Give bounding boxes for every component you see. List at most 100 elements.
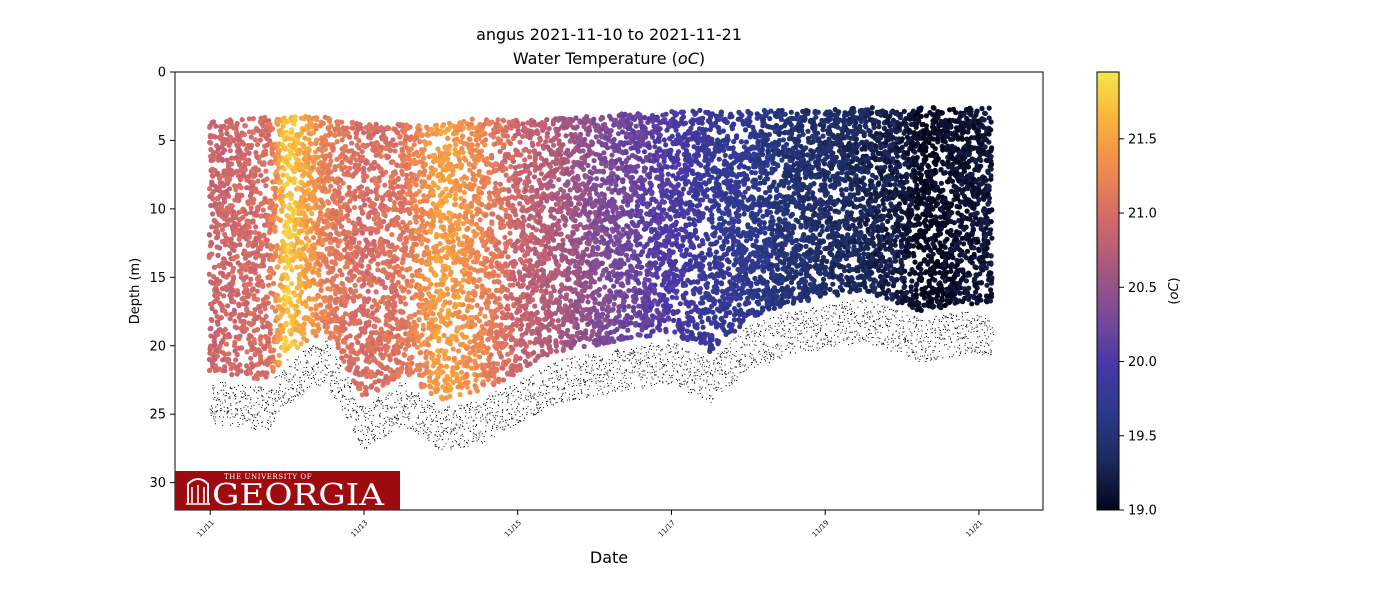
bottom-point	[930, 340, 931, 342]
bottom-point	[239, 417, 241, 419]
bottom-point	[595, 377, 597, 379]
data-point	[269, 268, 275, 274]
bottom-point	[332, 375, 334, 377]
data-point	[328, 123, 334, 129]
bottom-point	[734, 379, 736, 381]
bottom-point	[376, 400, 378, 402]
bottom-point	[662, 381, 664, 383]
bottom-point	[511, 408, 513, 410]
bottom-point	[406, 404, 408, 406]
bottom-point	[562, 392, 564, 394]
bottom-point	[318, 356, 320, 358]
bottom-point	[569, 399, 570, 401]
bottom-point	[670, 382, 672, 384]
bottom-point	[540, 384, 542, 386]
bottom-point	[296, 390, 298, 392]
bottom-point	[725, 377, 727, 378]
data-point	[226, 357, 232, 363]
bottom-point	[734, 375, 736, 377]
bottom-point	[897, 325, 899, 327]
bottom-point	[780, 345, 782, 347]
bottom-point	[974, 318, 976, 320]
bottom-point	[302, 394, 304, 396]
bottom-point	[345, 379, 347, 381]
bottom-point	[374, 436, 375, 438]
bottom-point	[556, 371, 558, 373]
bottom-point	[919, 359, 921, 361]
bottom-point	[781, 328, 783, 330]
bottom-point	[689, 375, 691, 377]
bottom-point	[819, 329, 821, 331]
bottom-point	[408, 395, 410, 397]
bottom-point	[966, 324, 968, 326]
bottom-point	[275, 411, 277, 413]
bottom-point	[929, 345, 931, 347]
bottom-point	[600, 388, 602, 390]
bottom-point	[270, 390, 272, 392]
bottom-point	[654, 371, 655, 373]
bottom-point	[248, 394, 250, 396]
bottom-point	[915, 326, 917, 327]
bottom-point	[899, 327, 901, 329]
bottom-point	[881, 342, 883, 344]
bottom-point	[705, 372, 707, 374]
bottom-point	[629, 354, 630, 356]
bottom-point	[514, 388, 516, 390]
data-point	[219, 157, 225, 163]
bottom-point	[876, 344, 877, 346]
bottom-point	[552, 382, 554, 384]
bottom-point	[392, 422, 394, 424]
bottom-point	[811, 335, 813, 337]
bottom-point	[965, 326, 967, 327]
bottom-point	[372, 438, 374, 440]
bottom-point	[567, 365, 569, 367]
bottom-point	[902, 319, 904, 321]
bottom-point	[246, 398, 248, 400]
bottom-point	[308, 348, 310, 349]
bottom-point	[896, 324, 898, 326]
bottom-point	[977, 330, 979, 332]
bottom-point	[280, 376, 282, 378]
bottom-point	[865, 300, 867, 302]
bottom-point	[331, 390, 333, 391]
bottom-point	[680, 365, 682, 367]
data-point	[223, 341, 230, 347]
bottom-point	[667, 361, 669, 362]
bottom-point	[691, 388, 693, 390]
bottom-point	[900, 347, 902, 349]
bottom-point	[328, 364, 330, 366]
bottom-point	[571, 363, 573, 365]
data-point	[263, 183, 269, 189]
bottom-point	[288, 400, 290, 402]
bottom-point	[601, 359, 603, 361]
bottom-point	[501, 418, 503, 420]
bottom-point	[442, 431, 444, 433]
bottom-point	[949, 356, 950, 358]
bottom-point	[728, 372, 729, 374]
bottom-point	[991, 340, 993, 342]
bottom-point	[524, 397, 526, 399]
data-point	[342, 326, 348, 332]
bottom-point	[697, 354, 699, 356]
bottom-point	[287, 381, 289, 383]
bottom-point	[499, 427, 501, 429]
bottom-point	[443, 418, 444, 420]
bottom-point	[974, 320, 976, 322]
bottom-point	[960, 324, 962, 326]
data-point	[219, 173, 225, 179]
bottom-point	[384, 434, 386, 436]
bottom-point	[967, 347, 969, 349]
bottom-point	[254, 390, 255, 392]
bottom-point	[378, 426, 380, 428]
bottom-point	[436, 440, 438, 442]
bottom-point	[368, 442, 369, 443]
data-point	[289, 281, 295, 287]
bottom-point	[746, 331, 748, 333]
bottom-point	[945, 315, 947, 317]
bottom-point	[426, 404, 428, 406]
bottom-point	[445, 430, 447, 432]
bottom-point	[402, 409, 404, 411]
bottom-point	[470, 416, 472, 418]
bottom-point	[864, 320, 865, 322]
